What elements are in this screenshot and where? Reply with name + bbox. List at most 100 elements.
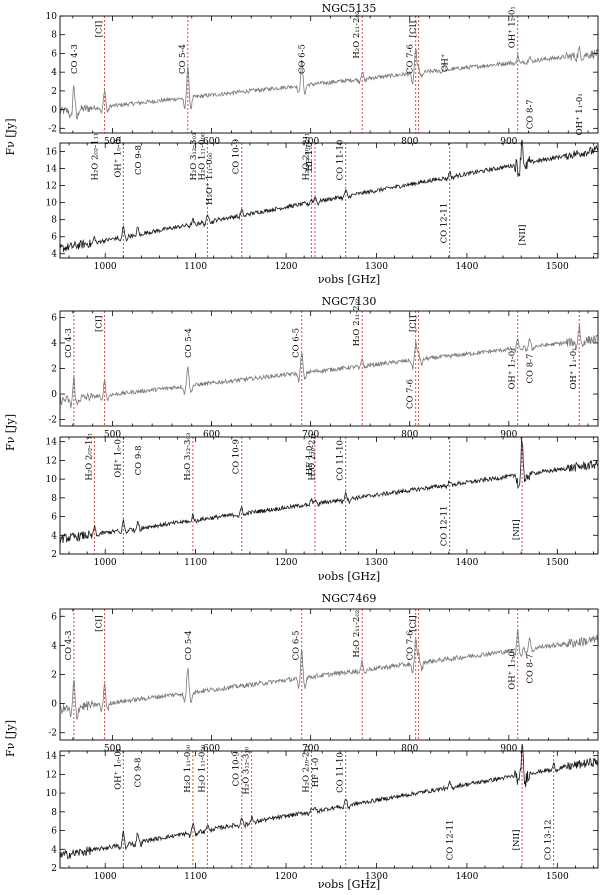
y-axis-label: Fν [Jy] <box>4 414 17 451</box>
line-label: CO 8-7 <box>526 654 536 684</box>
line-label: [CI] <box>95 615 105 632</box>
x-tick-label: 900 <box>500 137 517 147</box>
y-tick-label: 6 <box>51 233 57 243</box>
line-label: CO 11-10 <box>336 752 346 793</box>
line-label: CO 11-10 <box>336 140 346 181</box>
y-tick-label: 8 <box>51 494 57 504</box>
x-axis-label: νobs [GHz] <box>318 878 380 891</box>
y-tick-label: -2 <box>48 124 57 134</box>
line-label: [NII] <box>512 830 522 851</box>
x-tick-label: 1500 <box>546 262 569 272</box>
y-tick-label: 4 <box>51 845 57 855</box>
x-tick-label: 800 <box>401 137 418 147</box>
x-tick-label: 900 <box>500 744 517 754</box>
spectrum-panel-ssw: 1000 1100 1200 1300 1400 1500 2 4 6 8 10 12 14 H₂O 2₀… <box>46 433 599 568</box>
y-tick-label: 12 <box>46 770 57 780</box>
x-tick-label: 600 <box>203 430 220 440</box>
line-label: H₂O 2₁₁-2₀₂ <box>352 610 362 658</box>
y-axis-label: Fν [Jy] <box>4 118 17 155</box>
line-label: H₂O 2₁₁-2₀₂ <box>352 299 362 347</box>
y-tick-label: 14 <box>46 438 58 448</box>
line-label: CO 5-4 <box>184 328 194 358</box>
y-tick-label: 16 <box>46 148 58 158</box>
x-tick-label: 1400 <box>455 872 478 882</box>
line-label: CO 6-5 <box>298 44 308 74</box>
y-tick-label: 4 <box>51 250 57 260</box>
line-label: H₂O 2₀₂-1₁₁ <box>90 133 100 181</box>
y-tick-label: 6 <box>51 313 57 323</box>
line-label: OH⁺ 1₂-0₁ <box>508 6 518 48</box>
y-tick-label: 14 <box>46 752 58 762</box>
x-tick-label: 700 <box>302 744 319 754</box>
line-label: OH⁺ 1₀-0₁ <box>113 136 123 178</box>
line-label: CO 6-5 <box>292 630 302 660</box>
spectrum-trace <box>59 743 599 860</box>
y-tick-label: 2 <box>51 87 57 97</box>
spectrum-trace <box>59 46 599 120</box>
y-tick-label: 0 <box>51 106 57 116</box>
y-tick-label: 4 <box>51 641 57 651</box>
line-label: CO 6-5 <box>292 328 302 358</box>
x-tick-label: 600 <box>203 744 220 754</box>
line-label: CO 13-12 <box>544 820 554 861</box>
line-label: CO 4-3 <box>70 44 80 74</box>
y-tick-label: 8 <box>51 216 57 226</box>
spectrum-trace <box>59 629 599 720</box>
line-label: CO 12-11 <box>440 506 450 547</box>
line-label: OH⁺ 1₁-0₁ <box>569 347 579 389</box>
x-tick-label: 1200 <box>275 262 298 272</box>
line-label: CO 8-7 <box>526 99 536 129</box>
spectrum-trace <box>59 439 599 544</box>
y-tick-label: 4 <box>51 339 57 349</box>
line-label: [CI] <box>409 316 419 333</box>
x-tick-label: 1100 <box>184 872 207 882</box>
line-label: CO 5-4 <box>184 630 194 660</box>
line-label: CO 7-6 <box>406 630 416 660</box>
y-tick-label: 10 <box>46 12 58 22</box>
panel-frame <box>59 15 599 134</box>
x-tick-label: 500 <box>104 137 121 147</box>
y-tick-label: 4 <box>51 68 57 78</box>
y-tick-label: 0 <box>51 700 57 710</box>
spectrum-panel-ssw: 1000 1100 1200 1300 1400 1500 2 4 6 8 10 12 14 OH⁺ 1₀… <box>46 743 599 882</box>
line-label: H₂O 2₂₀-2₁₁ <box>307 433 317 481</box>
x-tick-label: 1000 <box>94 558 117 568</box>
line-label: OH⁺ 1₁-0₁ <box>575 93 585 135</box>
line-label: H₂O 3₁₂-3₀₃ <box>183 433 193 481</box>
spectrum-trace <box>59 324 599 409</box>
y-tick-label: 10 <box>46 789 58 799</box>
line-label: CO 7-6 <box>406 44 416 74</box>
line-label: CO 10-9 <box>232 439 242 474</box>
y-tick-label: 10 <box>46 199 58 209</box>
x-tick-label: 700 <box>302 137 319 147</box>
x-tick-label: 1300 <box>365 262 388 272</box>
y-axis-label: Fν [Jy] <box>4 720 17 757</box>
y-tick-label: 2 <box>51 550 57 560</box>
galaxy-title: NGC7130 <box>322 295 377 308</box>
galaxy-title: NGC7469 <box>322 592 377 605</box>
y-tick-label: 12 <box>46 456 57 466</box>
line-label: CO 12-11 <box>440 203 450 244</box>
line-label: H₂O 3₁₂-3₁₀ <box>242 746 252 794</box>
y-tick-label: -2 <box>48 729 57 739</box>
y-tick-label: 6 <box>51 513 57 523</box>
galaxy-title: NGC5135 <box>322 2 377 15</box>
line-label: HF 1-0 <box>311 758 321 788</box>
line-label: H₂O 1₁₁-0₀₀ <box>197 744 207 792</box>
x-tick-label: 1200 <box>275 558 298 568</box>
y-tick-label: -2 <box>48 416 57 426</box>
panel-frame <box>59 436 599 555</box>
line-label: OH⁺ 1₂-0₁ <box>508 347 518 389</box>
x-axis-label: νobs [GHz] <box>318 570 380 583</box>
x-tick-label: 1000 <box>94 872 117 882</box>
line-label: CH⁺ <box>440 54 450 72</box>
spectrum-panel-ssw: 1000 1100 1200 1300 1400 1500 4 6 8 10 12 14 16 H₂O 2… <box>46 132 599 272</box>
x-tick-label: 700 <box>302 430 319 440</box>
line-label: CO 9-8 <box>134 145 144 175</box>
line-label: CO 4-3 <box>64 328 74 358</box>
x-tick-label: 800 <box>401 430 418 440</box>
y-tick-label: 0 <box>51 390 57 400</box>
panel-frame <box>59 142 599 259</box>
